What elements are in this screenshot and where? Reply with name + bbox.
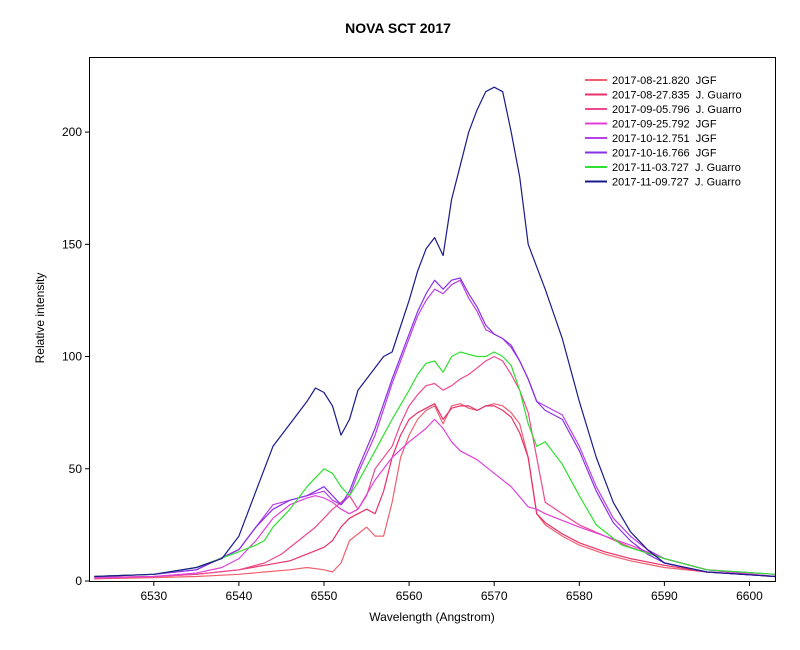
legend-item: 2017-11-03.727 J. Guarro — [612, 162, 741, 174]
y-tick-label: 200 — [62, 125, 82, 139]
series-line-2 — [94, 403, 776, 579]
legend-item: 2017-08-27.835 J. Guarro — [612, 90, 742, 102]
y-axis: 0 50 100 150 200 — [62, 125, 90, 588]
y-tick-label: 0 — [75, 574, 82, 588]
y-tick-label: 50 — [69, 462, 83, 476]
x-tick-label: 6550 — [311, 589, 338, 603]
x-axis-label: Wavelength (Angstrom) — [369, 610, 495, 624]
legend-item: 2017-09-05.796 J. Guarro — [612, 104, 742, 116]
x-tick-label: 6560 — [396, 589, 423, 603]
legend-item: 2017-11-09.727 J. Guarro — [612, 177, 741, 189]
y-tick-label: 150 — [62, 237, 82, 251]
x-tick-label: 6540 — [226, 589, 253, 603]
series-line-1 — [94, 403, 776, 580]
x-tick-label: 6530 — [140, 589, 167, 603]
series-line-7 — [94, 351, 776, 578]
y-axis-label: Relative intensity — [33, 273, 47, 364]
legend: 2017-08-21.820 JGF 2017-08-27.835 J. Guar… — [585, 75, 742, 189]
series-line-4 — [94, 418, 776, 579]
x-axis: 6530 6540 6550 6560 6570 6580 6590 6600 — [140, 581, 763, 603]
series-line-8 — [94, 86, 776, 578]
series-layer — [94, 86, 776, 580]
legend-item: 2017-10-16.766 JGF — [612, 148, 717, 160]
legend-item: 2017-09-25.792 JGF — [612, 119, 717, 131]
legend-item: 2017-10-12.751 JGF — [612, 133, 717, 145]
series-line-5 — [94, 279, 776, 578]
x-tick-label: 6600 — [736, 589, 763, 603]
series-line-6 — [94, 277, 776, 578]
x-tick-label: 6580 — [566, 589, 593, 603]
x-tick-label: 6590 — [651, 589, 678, 603]
legend-item: 2017-08-21.820 JGF — [612, 75, 717, 87]
x-tick-label: 6570 — [481, 589, 508, 603]
plot-frame — [89, 57, 776, 582]
chart-title: NOVA SCT 2017 — [345, 20, 451, 36]
series-line-3 — [94, 355, 776, 580]
y-tick-label: 100 — [62, 350, 82, 364]
